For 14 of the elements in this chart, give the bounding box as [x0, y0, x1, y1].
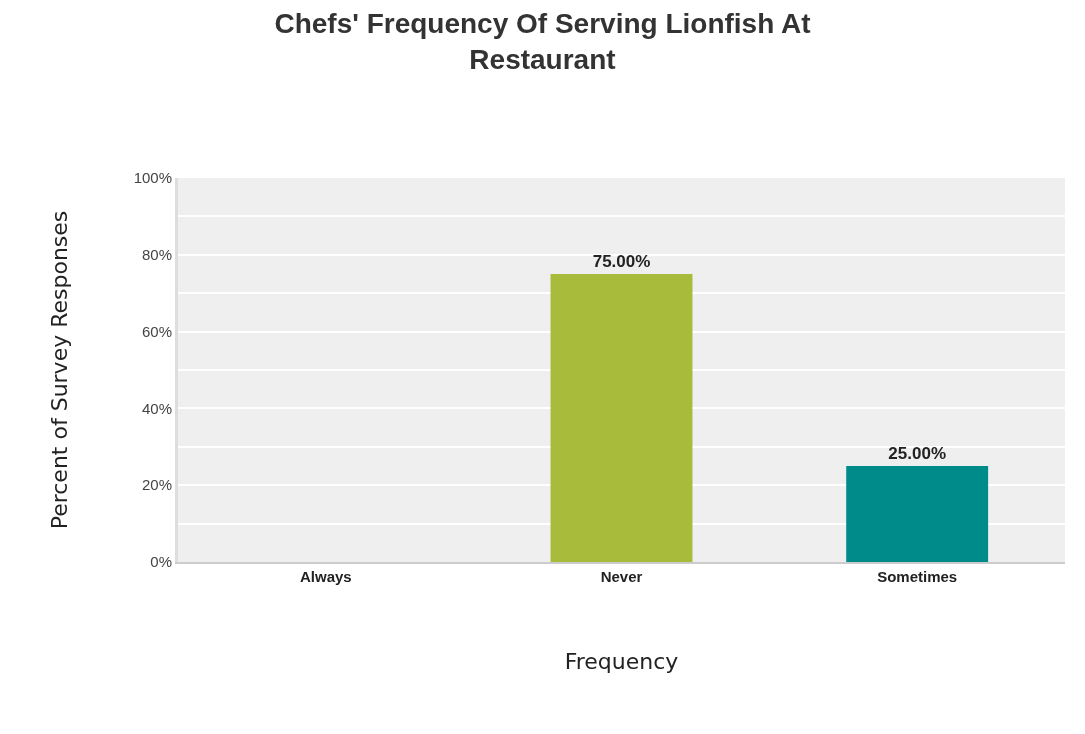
- y-tick-label: 80%: [141, 246, 172, 264]
- y-tick-label: 100%: [133, 169, 172, 187]
- y-tick-label: 20%: [141, 476, 172, 494]
- chart-title: Chefs' Frequency Of Serving Lionfish At Restaurant: [274, 8, 811, 76]
- y-tick-label: 0%: [150, 553, 172, 571]
- y-tick-label: 60%: [141, 322, 172, 340]
- data-label: 25.00%: [888, 444, 947, 463]
- x-tick-label: Always: [299, 568, 352, 585]
- x-axis-title: Frequency: [564, 649, 679, 675]
- x-tick-label: Sometimes: [877, 568, 958, 585]
- x-tick-label: Never: [600, 568, 643, 585]
- data-label: 75.00%: [592, 252, 651, 271]
- y-axis-title: Percent of Survey Responses: [47, 210, 73, 530]
- y-tick-label: 40%: [141, 399, 172, 417]
